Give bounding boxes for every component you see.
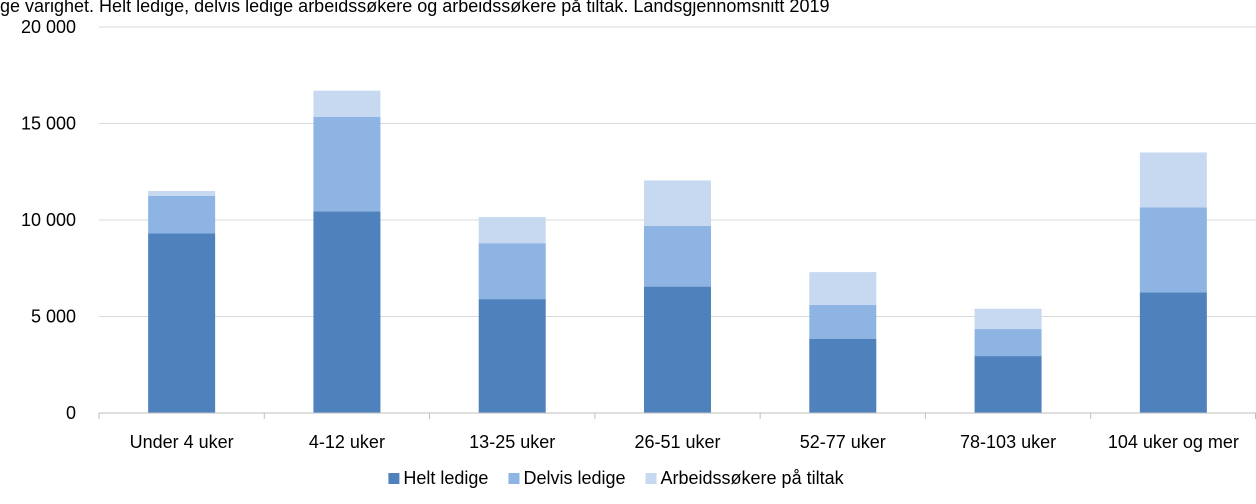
x-category-label: 13-25 uker (469, 432, 555, 452)
legend-swatch (645, 473, 657, 484)
bar-segment (644, 286, 711, 413)
bar-segment (974, 308, 1042, 330)
x-category-label: 52-77 uker (800, 432, 886, 452)
legend-swatch (388, 473, 400, 484)
bar-segment (974, 329, 1042, 357)
x-category-label: 104 uker og mer (1108, 432, 1239, 452)
bar-segment (644, 180, 711, 226)
bar-segment (148, 233, 216, 413)
bar-segment (809, 338, 877, 413)
bar-segment (809, 272, 877, 305)
bar-segment (809, 304, 877, 339)
bar-segment (478, 217, 546, 244)
legend-label: Helt ledige (403, 468, 488, 488)
bar-segment (148, 191, 216, 196)
y-tick-label: 10 000 (21, 210, 76, 230)
y-tick-label: 0 (66, 403, 76, 423)
bar-segment (148, 195, 216, 234)
x-category-label: 4-12 uker (309, 432, 385, 452)
y-tick-label: 15 000 (21, 114, 76, 134)
bar-segment (478, 299, 546, 413)
bar-segment (1139, 292, 1207, 413)
bar-segment (974, 356, 1042, 413)
legend-swatch (508, 473, 520, 484)
bar-segment (1139, 207, 1207, 293)
x-category-label: 78-103 uker (960, 432, 1056, 452)
y-tick-label: 20 000 (21, 17, 76, 37)
bar-segment (1139, 152, 1207, 208)
y-tick-label: 5 000 (31, 307, 76, 327)
legend-label: Delvis ledige (523, 468, 625, 488)
axes: 0 5 000 10 000 15 000 20 000 Under 4 uker 4-12… (21, 17, 1256, 452)
bar-segment (313, 90, 381, 117)
legend-label: Arbeidssøkere på tiltak (661, 468, 845, 488)
bar-segment (313, 211, 381, 413)
legend: Helt ledige Delvis ledige Arbeidssøkere på… (388, 468, 845, 488)
clipped-heading-text: ge varighet. Helt ledige, delvis ledige … (0, 0, 829, 16)
x-category-label: 26-51 uker (634, 432, 720, 452)
bar-segment (644, 225, 711, 287)
bar-segment (478, 243, 546, 300)
bars (148, 90, 1207, 413)
x-category-label: Under 4 uker (130, 432, 234, 452)
bar-segment (313, 116, 381, 212)
